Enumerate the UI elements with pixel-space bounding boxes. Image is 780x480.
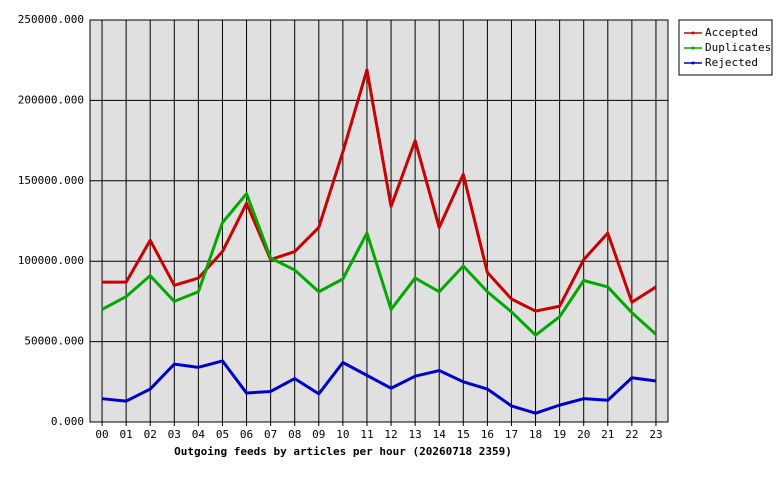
legend-label: Accepted bbox=[705, 26, 758, 39]
x-tick-label: 21 bbox=[601, 428, 614, 441]
x-tick-label: 04 bbox=[192, 428, 206, 441]
x-tick-label: 11 bbox=[360, 428, 373, 441]
x-tick-label: 06 bbox=[240, 428, 253, 441]
y-tick-label: 150000.000 bbox=[18, 174, 84, 187]
series-line bbox=[102, 68, 657, 313]
x-tick-label: 02 bbox=[144, 428, 157, 441]
x-tick-label: 08 bbox=[288, 428, 301, 441]
x-tick-label: 01 bbox=[120, 428, 133, 441]
x-tick-label: 07 bbox=[264, 428, 277, 441]
x-tick-label: 14 bbox=[433, 428, 447, 441]
x-tick-label: 09 bbox=[312, 428, 325, 441]
x-tick-label: 05 bbox=[216, 428, 229, 441]
x-tick-label: 13 bbox=[409, 428, 422, 441]
y-tick-label: 0.000 bbox=[51, 415, 84, 428]
x-tick-label: 15 bbox=[457, 428, 470, 441]
x-tick-label: 10 bbox=[336, 428, 349, 441]
x-tick-label: 22 bbox=[625, 428, 638, 441]
series-line bbox=[101, 192, 657, 337]
x-tick-label: 20 bbox=[577, 428, 590, 441]
x-tick-label: 03 bbox=[168, 428, 181, 441]
plot-area bbox=[89, 19, 669, 423]
x-tick-label: 00 bbox=[95, 428, 108, 441]
x-tick-label: 17 bbox=[505, 428, 518, 441]
legend-dot bbox=[691, 31, 695, 35]
series-line bbox=[101, 359, 657, 415]
legend-label: Duplicates bbox=[705, 41, 771, 54]
legend-label: Rejected bbox=[705, 56, 758, 69]
y-tick-label: 50000.000 bbox=[24, 335, 84, 348]
x-tick-label: 23 bbox=[649, 428, 662, 441]
y-tick-label: 250000.000 bbox=[18, 13, 84, 26]
x-tick-label: 19 bbox=[553, 428, 566, 441]
chart-title: Outgoing feeds by articles per hour (202… bbox=[174, 445, 512, 458]
x-tick-label: 18 bbox=[529, 428, 542, 441]
x-tick-label: 16 bbox=[481, 428, 494, 441]
legend-dot bbox=[691, 61, 695, 65]
legend-dot bbox=[691, 46, 695, 50]
y-tick-label: 200000.000 bbox=[18, 93, 84, 106]
y-tick-label: 100000.000 bbox=[18, 254, 84, 267]
x-tick-label: 12 bbox=[384, 428, 397, 441]
